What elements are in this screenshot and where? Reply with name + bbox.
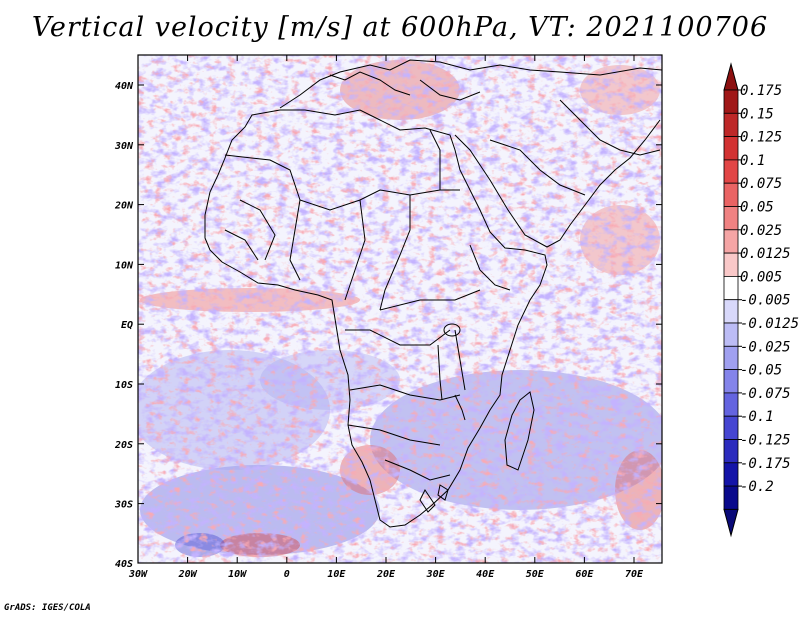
- colorbar-swatch: [723, 89, 739, 114]
- lon-label-30E: 30E: [426, 569, 446, 580]
- colorbar-label: 0.15: [740, 106, 774, 122]
- lon-label-10W: 10W: [228, 569, 247, 580]
- colorbar-label: -0.125: [740, 433, 791, 449]
- colorbar-swatch: [723, 136, 739, 161]
- map-title: Vertical velocity [m/s] at 600hPa, VT: 2…: [31, 12, 769, 43]
- colorbar: 0.175 0.15 0.125 0.1 0.075 0.05 0.025 0.0125 0.0…: [723, 62, 799, 538]
- colorbar-label: 0.075: [740, 176, 782, 192]
- longitude-labels: 30W 20W 10W 0 10E 20E 30E 40E 50E 60E 70E: [128, 569, 644, 580]
- lat-label-10S: 10S: [115, 380, 133, 391]
- colorbar-swatch: [723, 345, 739, 370]
- colorbar-swatch: [723, 299, 739, 324]
- colorbar-bottom-arrow: [723, 508, 739, 538]
- colorbar-label: -0.0125: [740, 316, 799, 332]
- colorbar-swatch: [723, 275, 739, 301]
- colorbar-label: 0.025: [740, 223, 782, 239]
- lat-label-EQ: EQ: [121, 320, 133, 331]
- vertical-velocity-field: [138, 55, 662, 563]
- colorbar-swatch: [723, 322, 739, 347]
- lat-label-10N: 10N: [115, 260, 134, 271]
- colorbar-top-arrow: [723, 62, 739, 91]
- coastlines: [204, 59, 662, 528]
- plot-frame: [137, 54, 663, 564]
- colorbar-label: -0.005: [740, 293, 791, 309]
- colorbar-swatch: [723, 182, 739, 207]
- colorbar-swatch: [723, 159, 739, 184]
- colorbar-label: 0.125: [740, 130, 782, 146]
- colorbar-label: -0.025: [740, 339, 791, 355]
- colorbar-label: 0.175: [740, 83, 782, 99]
- lon-label-10E: 10E: [327, 569, 346, 580]
- colorbar-swatch: [723, 369, 739, 394]
- colorbar-label: 0.1: [740, 153, 765, 169]
- lon-label-30W: 30W: [128, 569, 148, 580]
- lon-label-40E: 40E: [476, 569, 495, 580]
- colorbar-label: -0.1: [740, 409, 774, 425]
- colorbar-label: 0.05: [740, 200, 774, 216]
- colorbar-swatch: [723, 229, 739, 254]
- latitude-labels: 40N 30N 20N 10N EQ 10S 20S 30S 40S: [114, 81, 134, 570]
- lat-label-40S: 40S: [115, 559, 133, 570]
- lon-label-20E: 20E: [376, 569, 396, 580]
- colorbar-swatch: [723, 415, 739, 440]
- lat-label-20S: 20S: [114, 440, 133, 451]
- colorbar-label: 0.005: [740, 269, 782, 285]
- colorbar-swatch: [723, 462, 739, 487]
- colorbar-swatch: [723, 112, 739, 138]
- credit-text: GrADS: IGES/COLA: [4, 603, 91, 613]
- colorbar-swatch: [723, 206, 739, 231]
- colorbar-label: -0.05: [740, 363, 782, 379]
- lat-label-30S: 30S: [114, 500, 133, 511]
- colorbar-swatch: [723, 439, 739, 464]
- lon-label-60E: 60E: [575, 569, 594, 580]
- colorbar-label: -0.075: [740, 386, 791, 402]
- lon-label-20W: 20W: [178, 569, 198, 580]
- lat-label-40N: 40N: [115, 81, 134, 92]
- colorbar-swatch: [723, 252, 739, 277]
- colorbar-label: -0.175: [740, 456, 791, 472]
- colorbar-swatch: [723, 392, 739, 417]
- lat-label-30N: 30N: [114, 141, 134, 152]
- lon-label-0: 0: [284, 569, 290, 580]
- colorbar-label: -0.2: [740, 479, 774, 495]
- lon-label-70E: 70E: [625, 569, 644, 580]
- colorbar-label: 0.0125: [740, 246, 791, 262]
- colorbar-swatch: [723, 485, 739, 510]
- lon-label-50E: 50E: [526, 569, 545, 580]
- lat-label-20N: 20N: [114, 201, 134, 212]
- axis-ticks: [137, 55, 662, 564]
